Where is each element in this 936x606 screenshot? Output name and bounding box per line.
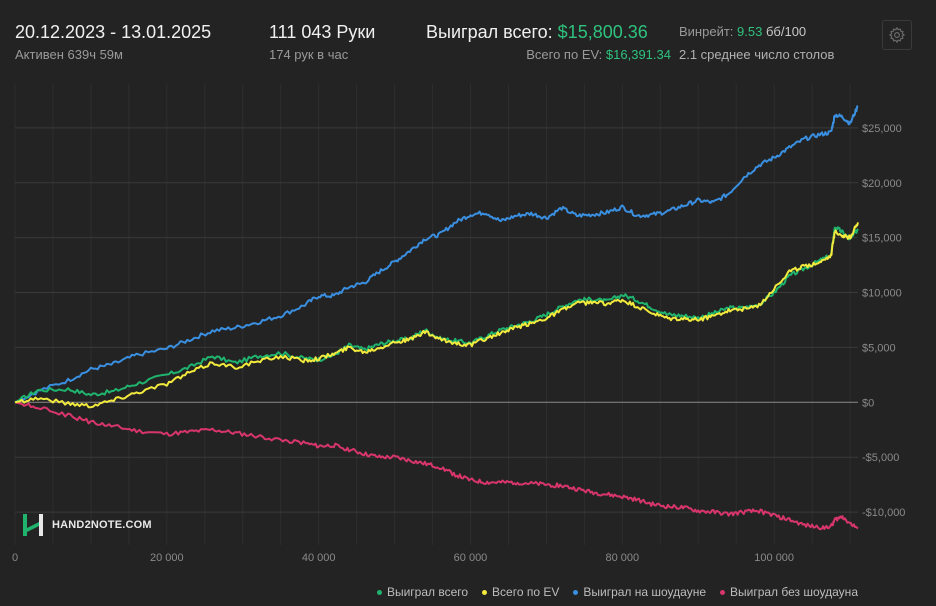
legend-label: Выиграл на шоудауне xyxy=(583,585,706,599)
legend-dot-icon xyxy=(376,589,382,595)
winrate: Винрейт: 9.53 бб/100 xyxy=(679,24,806,39)
profit-chart: $25,000 $20,000 $15,000 $10,000 $5,000 $0 -$5,… xyxy=(12,84,906,564)
won-total-label: Выиграл всего: xyxy=(426,22,553,42)
legend-label: Выиграл всего xyxy=(386,585,469,599)
hands-per-hour: 174 рук в час xyxy=(269,47,349,62)
ev-total-value: $16,391.34 xyxy=(605,47,671,62)
tick-labels: $25,000 $20,000 $15,000 $10,000 $5,000 $0 -$5,… xyxy=(12,123,906,564)
hand2note-logo: HAND2NOTE.COM xyxy=(22,510,152,540)
logo-text: HAND2NOTE.COM xyxy=(52,519,152,531)
legend-item[interactable]: Выиграл без шоудауна xyxy=(720,583,858,601)
grid xyxy=(14,84,858,545)
x-tick-label: 60 000 xyxy=(454,552,488,564)
hand2note-logo-icon xyxy=(23,514,43,536)
legend-label: Всего по EV xyxy=(492,585,560,599)
x-tick-label: 0 xyxy=(12,552,18,564)
winrate-label: Винрейт: xyxy=(679,24,734,39)
hands-count: 111 043 Руки xyxy=(269,22,376,42)
y-tick-label: $15,000 xyxy=(862,233,902,245)
x-tick-label: 20 000 xyxy=(150,552,184,564)
ev-total: Всего по EV: $16,391.34 xyxy=(526,47,671,62)
settings-button[interactable] xyxy=(882,20,912,50)
y-tick-label: $20,000 xyxy=(862,178,902,190)
x-tick-label: 100 000 xyxy=(754,552,794,564)
date-range: 20.12.2023 - 13.01.2025 xyxy=(15,22,212,42)
x-tick-label: 40 000 xyxy=(302,552,336,564)
y-tick-label: $5,000 xyxy=(862,342,896,354)
avg-tables: 2.1 среднее число столов xyxy=(679,47,835,62)
y-tick-label: $25,000 xyxy=(862,123,902,135)
legend-dot-icon xyxy=(720,589,725,595)
winrate-unit: бб/100 xyxy=(765,24,807,39)
ev-total-label: Всего по EV: xyxy=(526,47,603,62)
won-total: Выиграл всего: $15,800.36 xyxy=(426,22,648,43)
series-line-1 xyxy=(14,222,859,409)
legend-item[interactable]: Всего по EV xyxy=(482,583,559,601)
y-tick-label: $10,000 xyxy=(862,288,902,300)
y-tick-label: $0 xyxy=(862,397,874,409)
legend-item[interactable]: Выиграл всего xyxy=(376,583,469,601)
series-line-3 xyxy=(14,401,859,531)
stats-header: 20.12.2023 - 13.01.2025 Активен 639ч 59м… xyxy=(0,0,936,80)
legend-label: Выиграл без шоудауна xyxy=(730,585,858,599)
y-tick-label: -$10,000 xyxy=(862,507,905,519)
series-line-2 xyxy=(14,105,859,404)
won-total-value: $15,800.36 xyxy=(557,22,648,42)
legend-item[interactable]: Выиграл на шоудауне xyxy=(573,583,706,601)
series xyxy=(14,105,859,531)
x-tick-label: 80 000 xyxy=(606,552,640,564)
chart-legend: Выиграл всего Всего по EV Выиграл на шоуда… xyxy=(0,583,858,601)
winrate-value: 9.53 xyxy=(737,24,763,39)
legend-dot-icon xyxy=(482,589,488,595)
series-line-0 xyxy=(14,226,859,404)
legend-dot-icon xyxy=(573,589,579,595)
active-time: Активен 639ч 59м xyxy=(15,47,123,62)
y-tick-label: -$5,000 xyxy=(862,452,899,464)
gear-icon xyxy=(888,26,906,44)
